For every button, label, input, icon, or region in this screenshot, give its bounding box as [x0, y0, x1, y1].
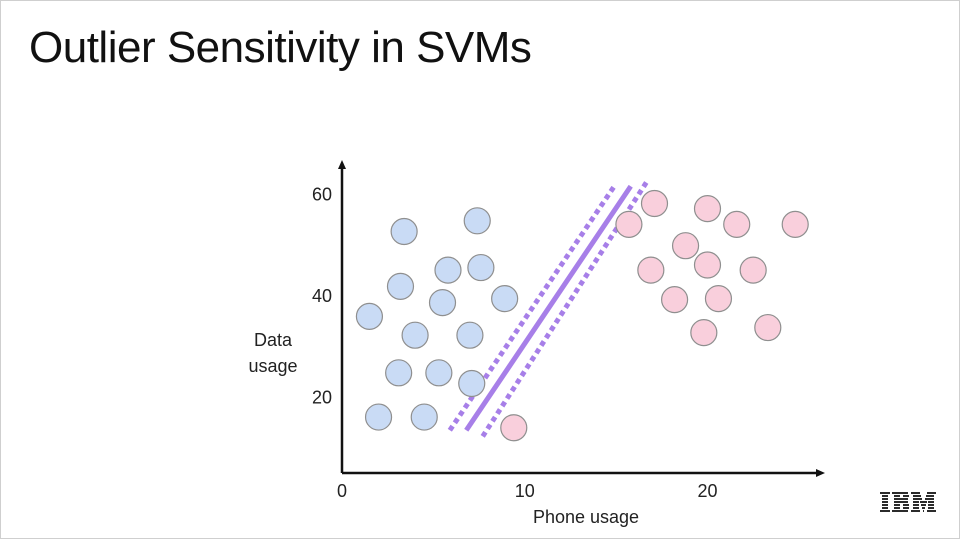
class-b-point	[671, 232, 700, 260]
axis-labels-group: 0 10 20 20 40 60 Phone usage Data usage	[248, 184, 717, 527]
class-b-point	[704, 284, 733, 313]
x-tick-label: 0	[337, 481, 347, 501]
x-tick-label: 20	[697, 481, 717, 501]
class-b-point	[660, 286, 689, 314]
class-a-point	[401, 321, 429, 349]
class-a-point	[458, 369, 486, 398]
class-b-point	[693, 194, 722, 223]
x-tick-label: 10	[515, 481, 535, 501]
class-b-point	[640, 189, 669, 218]
class-a-point	[385, 359, 413, 387]
y-tick-label: 20	[312, 388, 332, 408]
class-b-point	[693, 251, 722, 279]
data-points-group	[355, 189, 809, 442]
ibm-logo-icon	[880, 492, 936, 512]
y-tick-label: 60	[312, 184, 332, 204]
class-a-point	[463, 207, 491, 235]
class-b-point	[723, 210, 751, 238]
class-b-point	[637, 256, 665, 284]
class-a-point	[491, 284, 519, 313]
class-a-point	[390, 217, 418, 246]
y-axis-label: usage	[248, 356, 297, 376]
class-b-point	[781, 210, 809, 238]
class-a-point	[386, 272, 415, 300]
decision-boundary-line	[464, 184, 633, 432]
class-a-point	[364, 403, 393, 431]
class-b-point	[754, 313, 782, 342]
class-b-point	[739, 256, 767, 284]
slide-title: Outlier Sensitivity in SVMs	[29, 23, 532, 72]
class-b-point	[615, 210, 643, 238]
class-a-point	[428, 289, 457, 317]
class-a-point	[410, 403, 438, 431]
class-a-point	[425, 359, 453, 387]
chart-axes	[338, 160, 825, 477]
class-a-point	[467, 253, 495, 282]
class-a-point	[456, 321, 484, 349]
class-a-point	[355, 302, 384, 330]
class-a-point	[434, 256, 462, 284]
class-b-point	[690, 319, 718, 347]
x-axis-label: Phone usage	[533, 507, 639, 527]
y-tick-label: 40	[312, 286, 332, 306]
class-b-point	[500, 414, 528, 442]
y-axis-label: Data	[254, 330, 293, 350]
